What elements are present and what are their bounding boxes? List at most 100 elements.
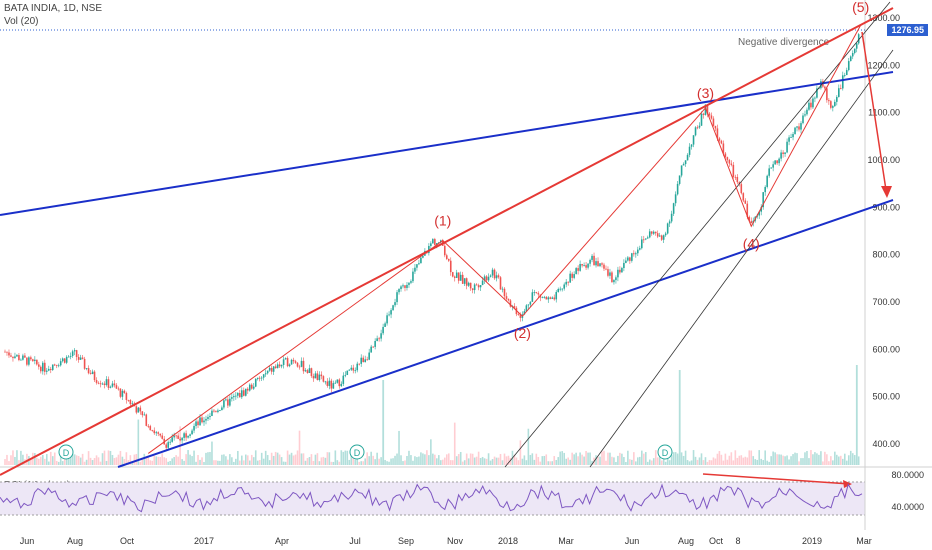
projection-arrow-line <box>861 31 887 191</box>
candle-body <box>656 233 659 237</box>
volume-bar <box>740 455 743 465</box>
candle-body <box>14 356 16 359</box>
volume-bar <box>627 450 629 465</box>
volume-bar <box>318 461 321 465</box>
volume-bar <box>836 454 838 465</box>
candle-body <box>382 326 384 334</box>
rsi-tick-label: 40.0000 <box>891 502 924 512</box>
volume-bar <box>149 460 152 465</box>
volume-bar <box>38 458 40 465</box>
volume-bar <box>191 456 193 465</box>
volume-bar <box>117 454 120 465</box>
candle-body <box>145 414 148 426</box>
volume-bar <box>445 454 448 465</box>
volume-bar <box>171 458 173 465</box>
volume-bar <box>728 455 731 465</box>
volume-bar <box>585 450 587 465</box>
volume-bar <box>477 451 480 465</box>
volume-bar <box>786 455 788 465</box>
y-tick-label: 700.00 <box>872 297 900 307</box>
candle-body <box>758 211 761 216</box>
candle-body <box>432 239 434 244</box>
candle-body <box>215 411 217 412</box>
volume-bar <box>605 460 607 465</box>
volume-bar <box>101 453 104 465</box>
dividend-marker-1[interactable]: D <box>58 444 74 460</box>
volume-bar <box>465 453 468 465</box>
volume-bar <box>706 461 709 465</box>
candle-body <box>378 338 380 340</box>
candle-body <box>473 284 476 291</box>
volume-bar <box>724 453 727 465</box>
candle-body <box>648 231 651 238</box>
candle-body <box>838 88 840 97</box>
volume-bar <box>246 455 249 465</box>
candle-body <box>461 274 464 284</box>
candle-body <box>601 263 603 265</box>
candle-body <box>4 351 6 353</box>
volume-bar <box>543 455 546 465</box>
volume-bar <box>455 456 458 465</box>
candle-body <box>51 364 54 370</box>
candle-body <box>720 140 723 144</box>
volume-bar <box>563 452 565 465</box>
candle-body <box>372 346 374 348</box>
volume-bar <box>824 451 826 465</box>
volume-bar <box>250 454 253 465</box>
candle-body <box>47 368 50 371</box>
volume-bar <box>145 458 148 465</box>
candle-body <box>519 314 522 318</box>
volume-bar <box>342 451 345 465</box>
candle-body <box>857 34 860 44</box>
volume-bar <box>153 455 156 465</box>
volume-bar <box>794 452 796 465</box>
volume-bar <box>509 457 512 465</box>
candle-body <box>730 163 733 165</box>
candle-body <box>684 160 687 165</box>
lower-blue-trendline <box>117 199 894 468</box>
candle-body <box>147 425 150 427</box>
volume-bar <box>736 457 739 465</box>
candle-body <box>221 407 223 411</box>
volume-bar <box>754 459 757 465</box>
candle-body <box>16 355 18 357</box>
candle-body <box>646 237 649 239</box>
candle-body <box>561 288 563 290</box>
volume-bar <box>189 454 191 465</box>
volume-bar <box>163 457 165 465</box>
x-tick-label: Jun <box>625 536 640 546</box>
volume-bar <box>348 459 351 465</box>
dividend-marker-2[interactable]: D <box>349 444 365 460</box>
dividend-marker-3[interactable]: D <box>657 444 673 460</box>
candle-body <box>302 360 305 372</box>
candle-body <box>658 235 661 237</box>
volume-bar <box>252 457 255 465</box>
volume-bar <box>159 456 162 465</box>
volume-bar <box>583 456 585 465</box>
candle-body <box>282 359 285 366</box>
candle-body <box>93 371 96 381</box>
volume-bar <box>443 457 446 465</box>
volume-bar <box>121 456 124 465</box>
rsi-divergence-line <box>702 473 851 485</box>
candle-body <box>99 383 102 385</box>
dividend-marker-3-label: D <box>662 448 669 458</box>
candle-body <box>177 435 179 439</box>
candle-body <box>330 380 333 389</box>
volume-bar <box>668 460 671 465</box>
candle-body <box>447 258 450 261</box>
volume-bar <box>280 457 283 465</box>
candle-body <box>346 370 349 375</box>
volume-bar <box>258 459 261 465</box>
candle-body <box>690 144 693 147</box>
volume-bar <box>700 453 703 465</box>
candle-body <box>428 245 430 254</box>
candle-body <box>851 53 854 57</box>
volume-bar <box>601 451 603 465</box>
x-tick-label: Sep <box>398 536 414 546</box>
volume-bar <box>47 461 50 465</box>
candle-body <box>87 368 90 374</box>
candle-body <box>358 363 361 365</box>
volume-bar <box>370 451 372 465</box>
